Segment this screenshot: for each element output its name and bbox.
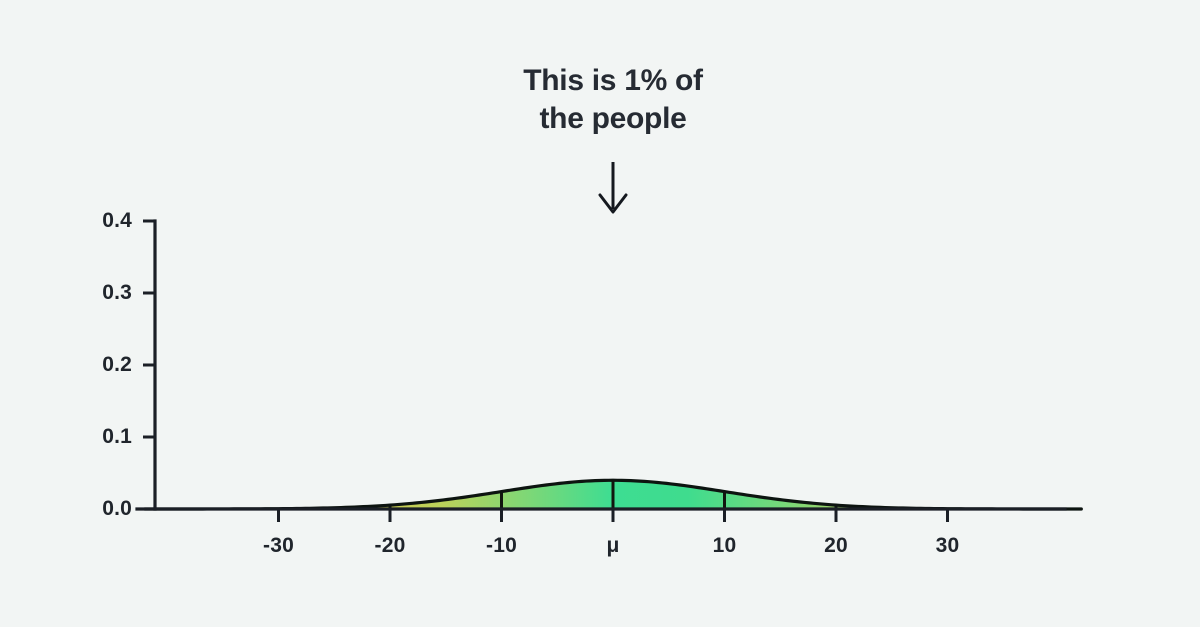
x-tick-label: 30 [935,534,960,557]
y-axis [143,219,157,511]
x-axis [135,507,1067,522]
x-axis-ticks [277,509,949,522]
x-tick-label: -20 [374,534,406,557]
x-tick-label: μ [606,534,620,557]
y-tick-label: 0.4 [102,209,132,232]
y-tick-label: 0.2 [102,353,132,376]
down-arrow-head [598,193,628,214]
x-tick-label: 10 [712,534,737,557]
chart-annotation-title: This is 1% of the people [413,62,813,139]
y-tick-label: 0.0 [102,497,132,520]
y-tick-label: 0.3 [102,281,132,304]
annotation-arrow [598,162,628,214]
y-axis-ticks [143,219,155,511]
annotation-line-1: This is 1% of [523,64,703,97]
y-tick-label: 0.1 [102,425,132,448]
annotation-line-2: the people [539,102,687,136]
x-tick-label: 20 [824,534,848,557]
x-tick-label: -10 [486,534,517,557]
x-tick-label: -30 [263,534,294,557]
